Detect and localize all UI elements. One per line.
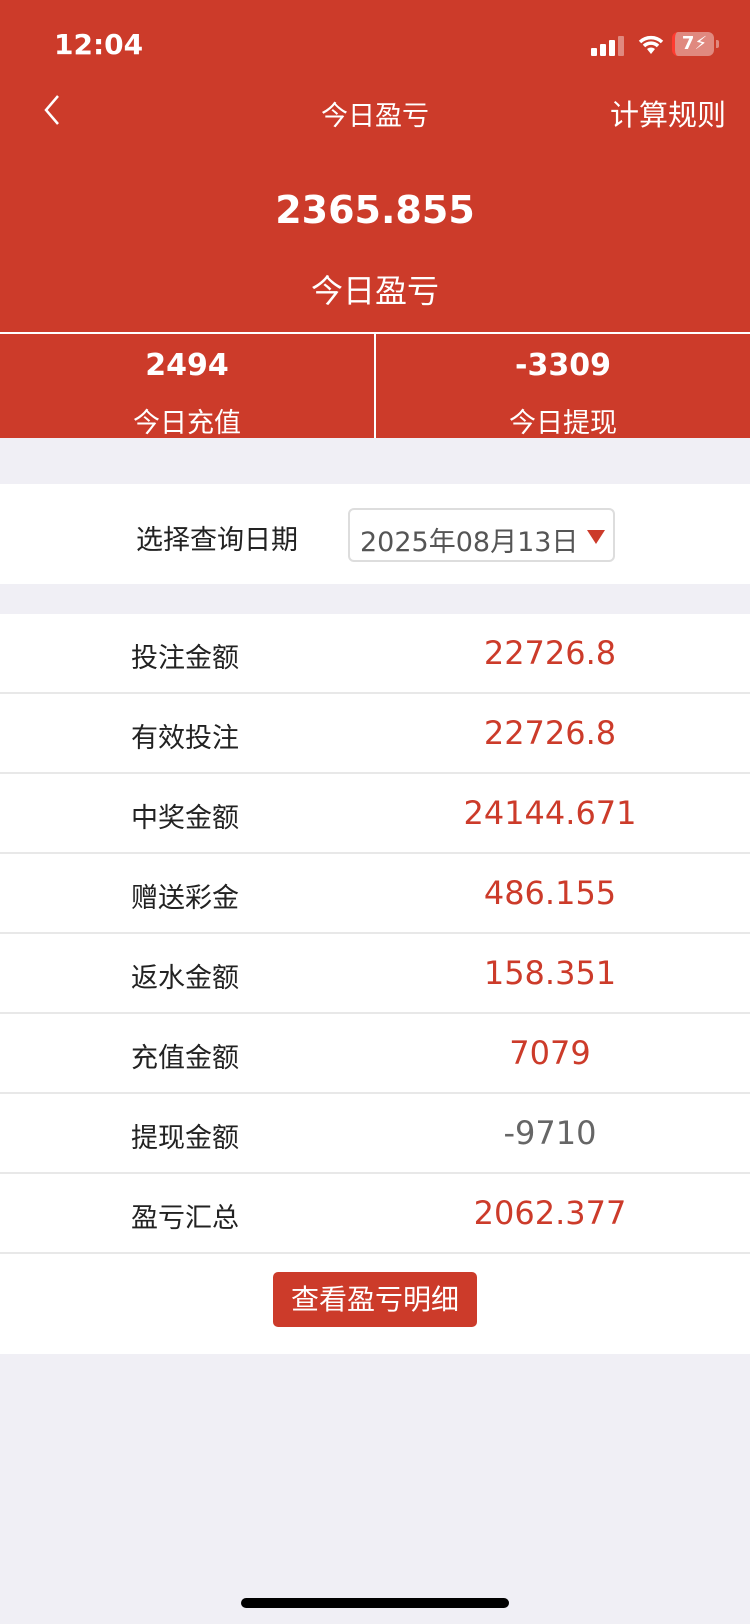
- row-label: 充值金额: [131, 1043, 239, 1074]
- stat-label: 今日充值: [133, 408, 241, 439]
- row-value: 2062.377: [473, 1194, 627, 1232]
- date-value: 2025年08月13日: [360, 527, 579, 558]
- row-value: -9710: [503, 1114, 597, 1152]
- row-label: 盈亏汇总: [131, 1203, 239, 1234]
- wifi-icon: [638, 35, 664, 54]
- stat-value: 2494: [145, 348, 229, 383]
- divider: [374, 334, 376, 438]
- row-label: 赠送彩金: [131, 883, 239, 914]
- list-item: 有效投注 22726.8: [0, 694, 750, 774]
- list-item: 中奖金额 24144.671: [0, 774, 750, 854]
- status-time: 12:04: [54, 28, 144, 61]
- row-value: 486.155: [483, 874, 617, 912]
- today-profit-label: 今日盈亏: [310, 272, 439, 310]
- home-indicator[interactable]: [241, 1598, 509, 1608]
- battery-icon: 7⚡: [672, 32, 714, 56]
- rules-button[interactable]: 计算规则: [609, 98, 726, 132]
- back-icon[interactable]: [40, 92, 68, 128]
- row-label: 中奖金额: [131, 803, 239, 834]
- row-label: 投注金额: [131, 643, 239, 674]
- signal-icon: [591, 36, 624, 56]
- stat-label: 今日提现: [509, 408, 617, 439]
- row-label: 提现金额: [131, 1123, 239, 1154]
- stats-list: 投注金额 22726.8 有效投注 22726.8 中奖金额 24144.671 赠送…: [0, 614, 750, 1354]
- battery-tip: [716, 40, 719, 48]
- stat-value: -3309: [515, 348, 611, 383]
- row-label: 有效投注: [131, 723, 239, 754]
- stat-withdraw: -3309 今日提现: [376, 334, 750, 439]
- list-item: 赠送彩金 486.155: [0, 854, 750, 934]
- button-row: 查看盈亏明细: [0, 1254, 750, 1354]
- date-select[interactable]: 2025年08月13日: [348, 508, 615, 562]
- list-item: 投注金额 22726.8: [0, 614, 750, 694]
- list-item: 提现金额 -9710: [0, 1094, 750, 1174]
- header: 12:04 7⚡ 今日盈亏 计算规则 2365.855 今日盈亏 2494 今日充…: [0, 0, 750, 439]
- row-value: 22726.8: [483, 714, 617, 752]
- divider: [0, 332, 750, 334]
- dropdown-arrow-icon: [587, 530, 605, 544]
- page-title: 今日盈亏: [321, 101, 429, 132]
- view-details-button[interactable]: 查看盈亏明细: [273, 1272, 477, 1327]
- row-value: 158.351: [483, 954, 617, 992]
- date-row: 选择查询日期 2025年08月13日: [0, 484, 750, 584]
- list-item: 返水金额 158.351: [0, 934, 750, 1014]
- list-item: 充值金额 7079: [0, 1014, 750, 1094]
- row-value: 7079: [509, 1034, 591, 1072]
- row-value: 24144.671: [463, 794, 637, 832]
- row-value: 22726.8: [483, 634, 617, 672]
- date-label: 选择查询日期: [136, 525, 298, 556]
- row-label: 返水金额: [131, 963, 239, 994]
- list-item: 盈亏汇总 2062.377: [0, 1174, 750, 1254]
- stat-recharge: 2494 今日充值: [0, 334, 374, 439]
- battery-level: 7: [681, 33, 695, 54]
- today-profit-value: 2365.855: [275, 188, 475, 232]
